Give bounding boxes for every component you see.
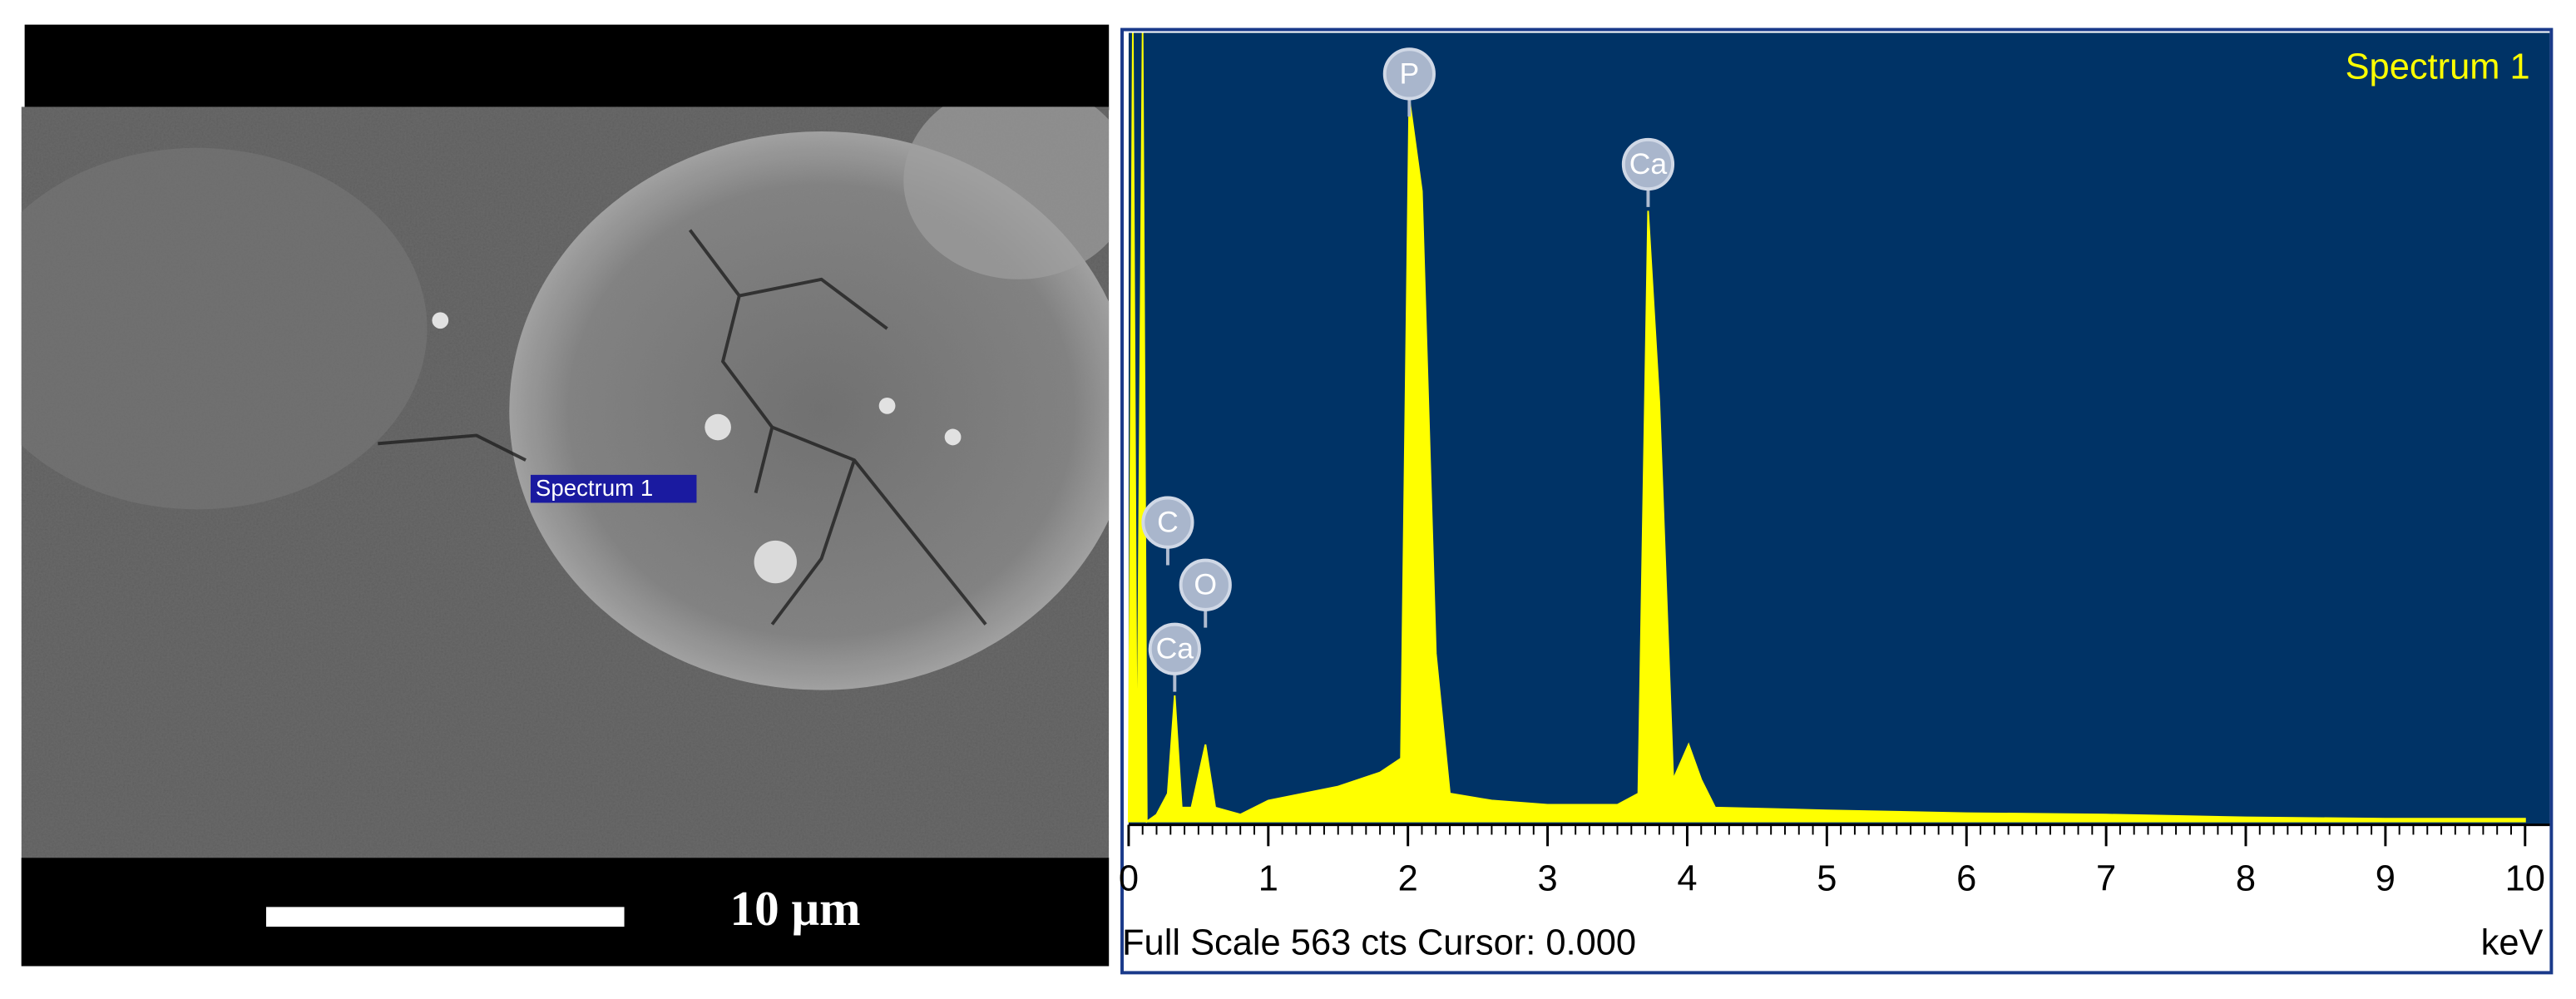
x-tick-label: 5 (1817, 858, 1837, 898)
scale-bar-label: 10 μm (729, 881, 860, 936)
footer: Full Scale 563 cts Cursor: 0.000 (1122, 922, 1636, 962)
x-tick-label: 0 (1119, 858, 1139, 898)
sem-top-bar (24, 24, 1110, 111)
sem-panel: Spectrum 1 10 μm (21, 24, 1110, 967)
x-unit-label: keV (2481, 922, 2544, 962)
spectrum-area (1127, 32, 2526, 823)
annotation-badge (1621, 137, 1675, 191)
scale-bar (265, 907, 625, 927)
annotation-badge (1141, 496, 1194, 549)
annotation-badge (1382, 47, 1436, 101)
x-tick-label: 4 (1677, 858, 1697, 898)
x-tick-label: 9 (2376, 858, 2396, 898)
x-tick-label: 8 (2236, 858, 2256, 898)
spectrum-panel: Spectrum 1 Full Scale 563 cts Cursor: 0.… (1119, 27, 2554, 975)
annotation-badge (1148, 622, 1201, 675)
annotation-label: C (1157, 506, 1179, 539)
annotation-label: Ca (1156, 632, 1194, 665)
x-tick-label: 7 (2096, 858, 2116, 898)
plot-area (1128, 32, 2550, 825)
x-tick-label: 6 (1956, 858, 1976, 898)
annotation-label: Ca (1629, 147, 1668, 181)
annotation-badge (1179, 558, 1232, 611)
marker-box (530, 474, 697, 503)
annotation-label: P (1400, 57, 1420, 90)
annotation-label: O (1194, 568, 1217, 601)
x-tick-label: 2 (1398, 858, 1418, 898)
x-tick-label: 10 (2505, 858, 2545, 898)
x-tick-label: 1 (1258, 858, 1278, 898)
chart-title: Spectrum 1 (2346, 47, 2530, 87)
sem-image (21, 106, 1110, 858)
marker-label: Spectrum 1 (536, 475, 653, 501)
x-tick-label: 3 (1537, 858, 1557, 898)
